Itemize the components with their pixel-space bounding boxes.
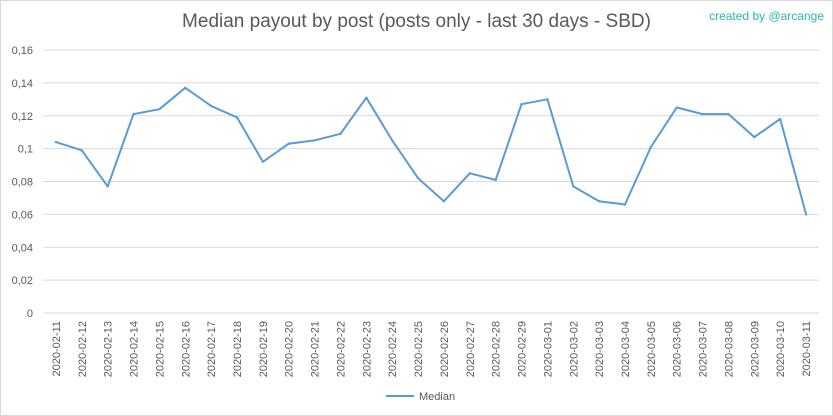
x-tick-label: 2020-02-20 — [284, 321, 296, 377]
y-tick-label: 0,02 — [12, 275, 33, 287]
data-point — [287, 142, 290, 145]
x-tick-label: 2020-02-29 — [517, 321, 529, 377]
data-point — [804, 213, 808, 216]
x-tick-label: 2020-02-15 — [154, 321, 166, 377]
y-tick-label: 0,1 — [18, 144, 33, 156]
x-tick-label: 2020-02-14 — [129, 321, 141, 377]
x-tick-label: 2020-02-21 — [310, 321, 322, 377]
data-point — [675, 106, 678, 109]
y-tick-label: 0 — [27, 308, 33, 320]
x-tick-label: 2020-03-08 — [723, 321, 735, 377]
credit-text: created by @arcange — [709, 9, 824, 23]
y-tick-label: 0,04 — [12, 242, 33, 254]
x-tick-label: 2020-02-24 — [387, 321, 399, 377]
x-tick-label: 2020-02-25 — [413, 321, 425, 377]
x-tick-label: 2020-02-11 — [51, 321, 63, 376]
data-point — [727, 112, 730, 116]
x-tick-label: 2020-03-10 — [775, 321, 787, 377]
x-tick-label: 2020-02-23 — [361, 321, 373, 377]
series-layer — [54, 86, 808, 216]
data-point — [649, 145, 653, 149]
data-point — [623, 203, 627, 206]
y-axis-ticks: 0 0,02 0,04 0,06 0,08 0,1 0,12 0,14 0,16 — [12, 45, 33, 320]
data-point — [572, 185, 575, 188]
data-point — [54, 140, 58, 144]
x-tick-label: 2020-02-28 — [491, 321, 503, 377]
legend: Median — [386, 391, 455, 403]
data-point — [701, 112, 704, 116]
x-tick-label: 2020-03-05 — [646, 321, 658, 377]
x-tick-label: 2020-02-17 — [206, 321, 218, 377]
x-tick-label: 2020-02-12 — [77, 321, 89, 377]
x-tick-label: 2020-03-11 — [801, 321, 813, 376]
series-line-median — [55, 86, 808, 215]
x-tick-label: 2020-03-09 — [749, 321, 761, 377]
y-tick-label: 0,16 — [12, 45, 33, 57]
data-point — [184, 86, 187, 90]
data-point — [494, 178, 497, 182]
data-point — [597, 200, 601, 203]
data-point — [80, 149, 84, 152]
x-tick-label: 2020-03-07 — [698, 321, 710, 377]
x-tick-label: 2020-03-01 — [542, 321, 554, 377]
x-tick-label: 2020-02-13 — [103, 321, 115, 377]
data-point — [365, 96, 368, 99]
data-point — [106, 185, 109, 188]
x-tick-label: 2020-03-06 — [672, 321, 684, 377]
x-tick-label: 2020-02-16 — [180, 321, 192, 377]
data-point — [520, 103, 523, 106]
data-point — [209, 104, 213, 108]
data-point — [546, 98, 549, 101]
x-tick-label: 2020-03-04 — [620, 321, 632, 377]
data-point — [158, 107, 161, 111]
data-point — [313, 139, 316, 142]
data-point — [132, 112, 135, 116]
data-point — [753, 135, 756, 139]
data-point — [468, 172, 471, 175]
y-tick-label: 0,08 — [12, 177, 33, 189]
chart-title: Median payout by post (posts only - last… — [182, 11, 651, 32]
y-tick-label: 0,06 — [12, 209, 33, 221]
data-point — [779, 117, 782, 121]
gridlines — [43, 49, 819, 314]
data-point — [235, 116, 239, 119]
data-point — [391, 139, 394, 142]
x-tick-label: 2020-02-18 — [232, 321, 244, 377]
x-tick-label: 2020-02-19 — [258, 321, 270, 377]
y-tick-label: 0,12 — [12, 111, 33, 123]
x-tick-label: 2020-03-03 — [594, 321, 606, 377]
x-tick-label: 2020-02-27 — [465, 321, 477, 377]
x-axis-ticks: 2020-02-11 2020-02-12 2020-02-13 2020-02-14… — [51, 321, 813, 377]
data-point — [261, 160, 265, 163]
x-tick-label: 2020-02-26 — [439, 321, 451, 377]
data-point — [339, 132, 342, 136]
x-tick-label: 2020-03-02 — [568, 321, 580, 377]
y-tick-label: 0,14 — [12, 78, 33, 90]
x-tick-label: 2020-02-22 — [335, 321, 347, 377]
data-point — [416, 177, 420, 180]
legend-label: Median — [419, 391, 455, 403]
data-point — [442, 200, 446, 203]
